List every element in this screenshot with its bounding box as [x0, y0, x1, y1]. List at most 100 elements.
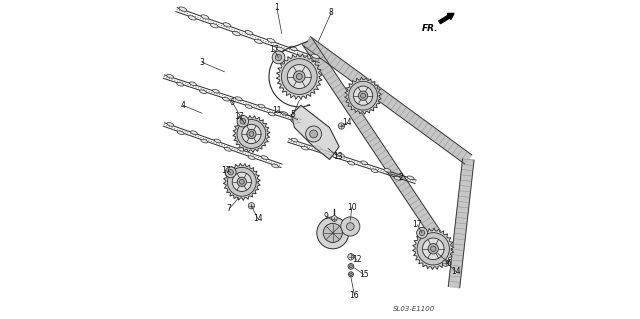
Circle shape — [249, 131, 254, 137]
Ellipse shape — [237, 147, 244, 151]
Circle shape — [237, 115, 248, 127]
Ellipse shape — [245, 105, 252, 108]
Circle shape — [240, 118, 246, 124]
Text: 11: 11 — [272, 106, 282, 115]
Polygon shape — [413, 228, 454, 270]
Ellipse shape — [211, 24, 218, 28]
Ellipse shape — [166, 74, 173, 78]
Text: 13: 13 — [333, 152, 342, 161]
Text: 6: 6 — [230, 98, 235, 107]
Text: 16: 16 — [349, 291, 359, 300]
Circle shape — [227, 167, 256, 196]
Circle shape — [361, 93, 365, 98]
Circle shape — [232, 172, 252, 191]
Circle shape — [242, 124, 261, 144]
Ellipse shape — [248, 156, 255, 160]
Circle shape — [348, 272, 353, 277]
Text: 6: 6 — [447, 259, 452, 268]
Ellipse shape — [276, 47, 284, 51]
Polygon shape — [304, 37, 472, 164]
Ellipse shape — [255, 39, 262, 44]
Circle shape — [338, 123, 344, 129]
Text: 10: 10 — [347, 203, 356, 212]
Circle shape — [306, 126, 321, 142]
Text: 14: 14 — [342, 118, 352, 127]
Circle shape — [346, 223, 354, 230]
Text: 3: 3 — [200, 58, 204, 67]
Ellipse shape — [261, 156, 268, 160]
Circle shape — [239, 179, 244, 184]
Ellipse shape — [271, 164, 278, 168]
Text: SL03-E1100: SL03-E1100 — [394, 307, 436, 312]
Polygon shape — [448, 159, 474, 288]
Circle shape — [323, 223, 342, 242]
Circle shape — [332, 216, 337, 221]
Circle shape — [237, 177, 246, 187]
Text: 15: 15 — [359, 270, 369, 279]
Text: 17: 17 — [269, 45, 278, 54]
Circle shape — [340, 217, 360, 236]
Ellipse shape — [394, 176, 401, 180]
Ellipse shape — [289, 46, 297, 50]
Circle shape — [417, 227, 428, 238]
Ellipse shape — [189, 82, 196, 85]
Circle shape — [225, 167, 236, 178]
Ellipse shape — [301, 146, 308, 150]
Circle shape — [287, 65, 311, 88]
Polygon shape — [303, 38, 446, 246]
Ellipse shape — [236, 97, 242, 100]
Text: 2: 2 — [399, 173, 404, 182]
Ellipse shape — [268, 112, 275, 116]
Ellipse shape — [167, 122, 173, 126]
Ellipse shape — [225, 147, 231, 151]
Ellipse shape — [268, 38, 275, 43]
Circle shape — [282, 59, 317, 94]
Ellipse shape — [407, 176, 414, 180]
Circle shape — [247, 130, 256, 138]
Ellipse shape — [371, 169, 378, 173]
Ellipse shape — [361, 161, 367, 165]
Circle shape — [349, 265, 353, 268]
Circle shape — [353, 86, 372, 105]
Text: 5: 5 — [291, 110, 295, 119]
Polygon shape — [291, 105, 339, 160]
Circle shape — [237, 120, 266, 148]
Ellipse shape — [212, 89, 220, 93]
Circle shape — [296, 74, 302, 79]
Ellipse shape — [191, 131, 197, 135]
Ellipse shape — [223, 23, 231, 27]
Circle shape — [272, 51, 285, 64]
Text: 14: 14 — [451, 267, 460, 276]
Text: FR.: FR. — [422, 24, 438, 33]
Ellipse shape — [258, 104, 265, 108]
Circle shape — [349, 81, 378, 110]
Ellipse shape — [179, 7, 187, 11]
Ellipse shape — [384, 168, 391, 172]
Text: 7: 7 — [227, 204, 232, 213]
Polygon shape — [233, 115, 270, 152]
Circle shape — [228, 170, 234, 175]
Polygon shape — [223, 163, 260, 200]
Ellipse shape — [337, 153, 344, 157]
Ellipse shape — [232, 31, 240, 36]
Ellipse shape — [281, 112, 288, 115]
Circle shape — [422, 238, 444, 260]
Circle shape — [248, 203, 255, 209]
Ellipse shape — [201, 139, 207, 143]
FancyArrow shape — [439, 13, 454, 24]
Ellipse shape — [177, 131, 184, 135]
Ellipse shape — [314, 146, 321, 150]
Ellipse shape — [201, 15, 209, 19]
Circle shape — [417, 233, 449, 265]
Ellipse shape — [214, 139, 221, 143]
Text: 17: 17 — [413, 220, 422, 229]
Text: 17: 17 — [234, 112, 243, 121]
Circle shape — [294, 71, 305, 82]
Ellipse shape — [324, 154, 332, 158]
Polygon shape — [344, 77, 381, 114]
Ellipse shape — [348, 161, 355, 165]
Ellipse shape — [299, 55, 307, 59]
Ellipse shape — [177, 82, 184, 86]
Text: 9: 9 — [324, 212, 329, 221]
Polygon shape — [276, 54, 322, 100]
